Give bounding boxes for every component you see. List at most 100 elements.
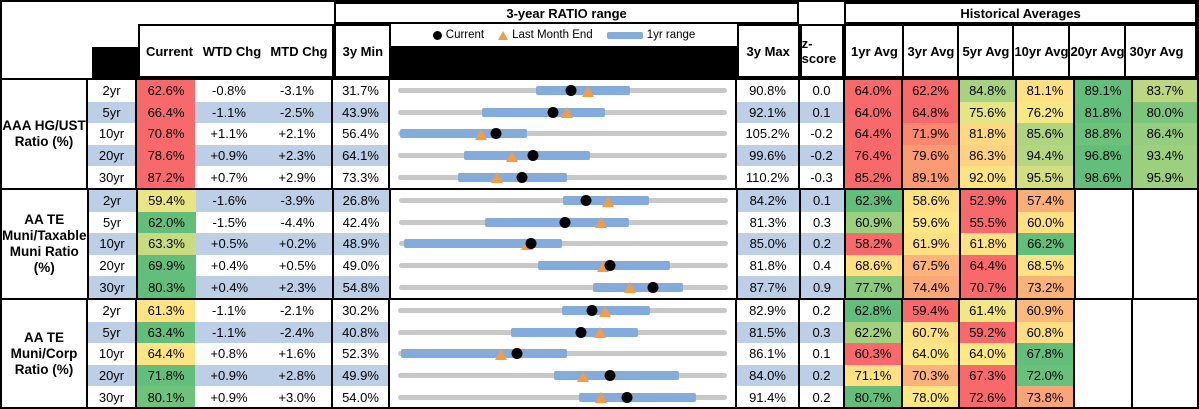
range-chart-cell: [388, 276, 736, 298]
wtd-chg-cell: +0.7%: [195, 166, 263, 188]
mtd-chg-cell: -2.1%: [263, 299, 331, 322]
table-row: 30yr 80.3% +0.4% +2.3% 54.8% 87.7% 0.9 77…: [88, 276, 1197, 298]
hist-avg-cell: 64.4%: [958, 254, 1016, 277]
mtd-chg-cell: -3.1%: [263, 80, 331, 102]
3y-range-track: [398, 131, 727, 137]
current-marker: [559, 216, 571, 228]
hist-avg-cell: 81.8%: [958, 123, 1015, 145]
hist-avg-cell: 58.2%: [843, 233, 902, 255]
range-chart-cell: [388, 233, 736, 255]
mtd-chg-cell: +3.0%: [263, 386, 331, 407]
hist-avg-cell: 59.2%: [958, 321, 1015, 344]
current-marker: [525, 238, 537, 250]
hist-avg-cell: [1073, 211, 1132, 234]
3y-max-cell: 92.1%: [735, 101, 798, 124]
current-value-cell: 69.9%: [135, 254, 196, 277]
mtd-chg-cell: +2.3%: [263, 144, 331, 167]
current-value-cell: 71.8%: [135, 364, 195, 387]
hist-avg-cell: 80.0%: [1131, 101, 1197, 124]
hist-avg-cell: 57.4%: [1015, 189, 1074, 212]
value-columns-header: Current WTD Chg MTD Chg: [138, 24, 335, 78]
z-score-column-header: z-score: [799, 24, 845, 78]
3y-min-cell: 43.9%: [331, 101, 388, 124]
1yr-range-bar: [404, 239, 562, 249]
tenor-label: 30yr: [88, 166, 135, 188]
tenor-label: 30yr: [88, 386, 135, 407]
table-body: AAA HG/UST Ratio (%) 2yr 62.6% -0.8% -3.…: [2, 78, 1197, 407]
range-chart: [398, 190, 728, 212]
table-row: 10yr 63.3% +0.5% +0.2% 48.9% 85.0% 0.2 58…: [88, 233, 1197, 255]
hist-avg-cell: [1073, 343, 1131, 365]
z-score-cell: 0.1: [798, 101, 843, 124]
hist-avg-cell: 68.5%: [1015, 254, 1074, 277]
hist-avg-cell: [1073, 254, 1132, 277]
wtd-chg-cell: +0.9%: [195, 364, 263, 387]
table-row: 2yr 59.4% -1.6% -3.9% 26.8% 84.2% 0.1 62.…: [88, 189, 1197, 212]
3y-range-track: [398, 394, 727, 400]
hist-avg-cell: 60.9%: [843, 211, 902, 234]
wtd-chg-cell: -1.1%: [195, 299, 263, 322]
range-chart: [398, 145, 727, 167]
hist-avg-cell: 64.0%: [958, 343, 1015, 365]
hist-avg-cell: 85.6%: [1015, 123, 1073, 145]
hist-col-header: 10yr Avg: [1012, 26, 1068, 76]
hist-avg-cell: 67.5%: [901, 254, 959, 277]
tenor-label: 2yr: [88, 189, 136, 212]
ratio-group: AAA HG/UST Ratio (%) 2yr 62.6% -0.8% -3.…: [2, 78, 1197, 188]
3y-min-cell: 49.0%: [331, 254, 389, 277]
hist-avg-cell: [1131, 276, 1197, 298]
hist-avg-cell: 60.3%: [843, 343, 901, 365]
last-month-end-marker: [561, 107, 574, 119]
historical-averages-header: 1yr Avg 3yr Avg 5yr Avg 10yr Avg 20yr Av…: [844, 24, 1197, 78]
last-month-end-marker: [595, 392, 608, 404]
table-row: 2yr 62.6% -0.8% -3.1% 31.7% 90.8% 0.0 64.…: [88, 80, 1197, 102]
wtd-chg-cell: -1.6%: [195, 189, 264, 212]
3y-max-cell: 90.8%: [735, 80, 798, 102]
1yr-range-bar: [592, 282, 684, 292]
hist-avg-cell: 52.9%: [958, 189, 1016, 212]
wtd-chg-column-header: WTD Chg: [202, 43, 262, 59]
z-score-cell: 0.2: [798, 386, 843, 407]
hist-avg-cell: 68.6%: [843, 254, 902, 277]
3y-max-cell: 84.2%: [735, 189, 799, 212]
group-label: AA TE Muni/Taxable Muni Ratio (%): [2, 189, 89, 298]
tenor-label: 5yr: [88, 321, 135, 344]
z-score-cell: -0.3: [798, 166, 843, 188]
hist-avg-cell: 62.8%: [843, 299, 901, 322]
current-marker: [604, 260, 616, 272]
ratio-group: AA TE Muni/Taxable Muni Ratio (%) 2yr 59…: [2, 187, 1197, 298]
hist-avg-cell: 67.8%: [1015, 343, 1073, 365]
3y-min-cell: 40.8%: [331, 321, 388, 344]
3y-min-cell: 48.9%: [331, 233, 389, 255]
1yr-range-bar: [554, 371, 679, 381]
hist-avg-cell: 67.3%: [958, 364, 1015, 387]
hist-avg-cell: 55.5%: [958, 211, 1016, 234]
tenor-column-header: [91, 24, 139, 78]
range-chart: [398, 386, 727, 407]
hist-col-header: 20yr Avg: [1068, 26, 1124, 76]
mtd-chg-cell: +0.2%: [263, 233, 332, 255]
table-row: 10yr 70.8% +1.1% +2.1% 56.4% 105.2% -0.2…: [88, 123, 1197, 145]
table-row: 10yr 64.4% +0.8% +1.6% 52.3% 86.1% 0.1 60…: [88, 343, 1197, 365]
range-chart-cell: [388, 189, 736, 212]
range-chart: [398, 343, 727, 365]
hist-avg-cell: 62.2%: [901, 80, 958, 102]
z-score-cell: 0.2: [798, 233, 844, 255]
last-month-end-marker: [494, 348, 507, 360]
range-chart-cell: [388, 123, 735, 145]
z-score-cell: 0.1: [798, 189, 844, 212]
1yr-range-bar: [399, 129, 528, 139]
hist-avg-cell: 62.3%: [843, 189, 902, 212]
range-chart: [398, 166, 727, 188]
hist-avg-cell: [1131, 189, 1197, 212]
hist-avg-cell: 64.4%: [843, 123, 901, 145]
3y-max-cell: 99.6%: [735, 144, 798, 167]
current-value-cell: 87.2%: [135, 166, 195, 188]
hist-avg-cell: [1131, 211, 1197, 234]
hist-avg-cell: 94.4%: [1015, 144, 1073, 167]
3y-max-cell: 110.2%: [735, 166, 798, 188]
z-score-cell: 0.0: [798, 80, 843, 102]
legend-current: Current: [432, 29, 484, 41]
hist-avg-cell: 60.0%: [1015, 211, 1074, 234]
hist-avg-cell: 89.1%: [901, 166, 958, 188]
